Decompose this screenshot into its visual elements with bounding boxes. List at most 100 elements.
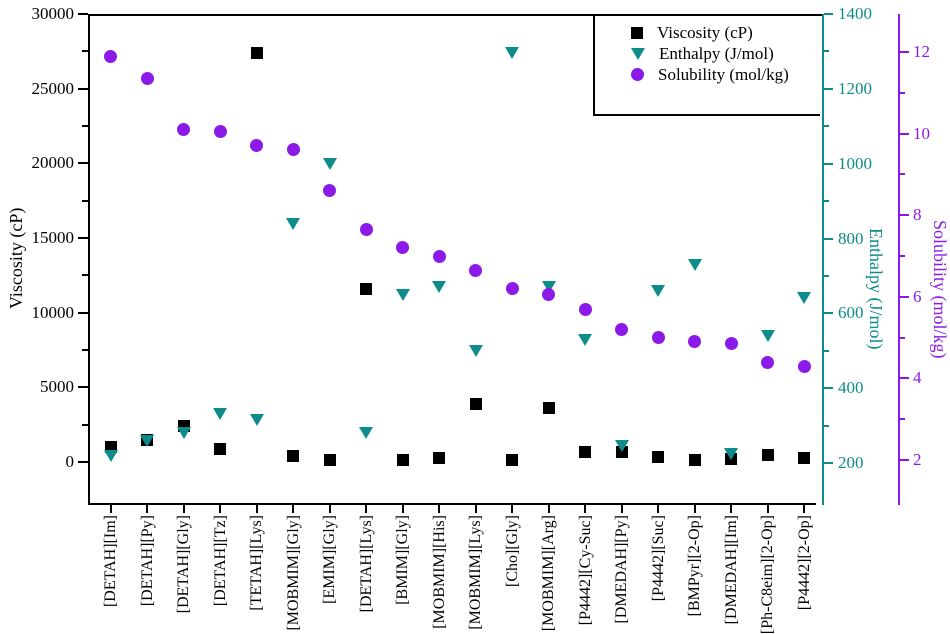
viscosity-point bbox=[798, 451, 810, 464]
x-tick bbox=[109, 505, 112, 513]
x-tick bbox=[657, 505, 659, 513]
x-tick bbox=[693, 505, 696, 513]
solubility-tick-minor bbox=[900, 336, 905, 339]
x-tick bbox=[803, 505, 805, 513]
enthalpy-tick-minor bbox=[824, 424, 829, 427]
enthalpy-tick-label: 1400 bbox=[838, 4, 872, 23]
viscosity-tick-label: 5000 bbox=[40, 377, 74, 397]
enthalpy-point bbox=[176, 427, 191, 440]
x-tick-label: [TETAH][Lys] bbox=[248, 515, 265, 611]
solubility-point bbox=[396, 241, 409, 255]
enthalpy-tick-label: 600 bbox=[838, 303, 864, 323]
plot-top-border bbox=[88, 14, 824, 16]
viscosity-point bbox=[579, 445, 591, 458]
x-tick-label: [DETAH][Gly] bbox=[175, 515, 192, 614]
solubility-point bbox=[323, 184, 336, 198]
x-tick bbox=[292, 505, 294, 513]
legend: Viscosity (cP) Enthalpy (J/mol) Solubili… bbox=[593, 16, 820, 116]
viscosity-point bbox=[214, 443, 226, 456]
viscosity-point bbox=[688, 453, 701, 466]
x-tick-label: [DETAH][Tz] bbox=[211, 515, 229, 607]
viscosity-tick-major bbox=[78, 87, 88, 90]
enthalpy-point bbox=[614, 440, 629, 453]
enthalpy-point bbox=[724, 447, 738, 460]
legend-row-viscosity: Viscosity (cP) bbox=[595, 22, 820, 43]
x-tick-label: [DETAH][Lys] bbox=[357, 515, 375, 613]
x-tick-label: [MOBMIM][Arg] bbox=[540, 515, 557, 632]
viscosity-point bbox=[287, 450, 299, 463]
viscosity-tick-label: 30000 bbox=[31, 4, 75, 23]
enthalpy-point bbox=[651, 284, 665, 297]
solubility-tick-major bbox=[900, 459, 909, 461]
solubility-tick-major bbox=[900, 377, 909, 380]
viscosity-point bbox=[250, 46, 263, 59]
enthalpy-point bbox=[213, 408, 227, 421]
x-tick bbox=[146, 505, 148, 513]
viscosity-tick-minor bbox=[82, 199, 88, 202]
solubility-tick-major bbox=[900, 295, 909, 298]
x-tick bbox=[766, 505, 769, 513]
solubility-point bbox=[177, 123, 190, 137]
x-tick-label: [DETAH][Py] bbox=[138, 515, 156, 607]
x-tick bbox=[255, 505, 258, 513]
viscosity-point bbox=[652, 450, 664, 463]
enthalpy-tick-minor bbox=[824, 50, 829, 53]
solubility-tick-label: 12 bbox=[913, 42, 930, 61]
x-tick bbox=[730, 505, 732, 513]
viscosity-tick-label: 25000 bbox=[31, 78, 75, 98]
x-tick-label: [MOBMIM][His] bbox=[430, 515, 448, 629]
enthalpy-point bbox=[103, 449, 118, 462]
solubility-tick-label: 4 bbox=[913, 368, 922, 388]
x-tick bbox=[182, 505, 185, 513]
x-tick-label: [DETAH][Im] bbox=[102, 515, 119, 608]
solubility-point bbox=[761, 355, 774, 369]
solubility-point bbox=[286, 143, 300, 157]
enthalpy-legend-label: Enthalpy (J/mol) bbox=[659, 43, 774, 63]
x-tick-label: [MOBMIM][Gly] bbox=[284, 515, 302, 631]
x-tick bbox=[219, 505, 221, 513]
solubility-point bbox=[615, 322, 628, 336]
enthalpy-point bbox=[286, 217, 300, 230]
enthalpy-tick-major bbox=[824, 237, 833, 240]
solubility-tick-minor bbox=[900, 418, 905, 421]
viscosity-point bbox=[433, 452, 445, 465]
viscosity-tick-minor bbox=[82, 125, 88, 127]
enthalpy-tick-label: 1000 bbox=[838, 153, 872, 173]
solubility-point bbox=[578, 302, 592, 316]
viscosity-point bbox=[542, 402, 555, 415]
enthalpy-point bbox=[140, 434, 154, 447]
solubility-point bbox=[104, 49, 117, 63]
viscosity-tick-minor bbox=[82, 423, 88, 426]
solubility-point bbox=[432, 249, 446, 263]
viscosity-tick-major bbox=[78, 13, 88, 15]
viscosity-tick-label: 0 bbox=[65, 452, 75, 471]
x-tick-label: [EMIM][Gly] bbox=[321, 515, 338, 604]
viscosity-tick-major bbox=[78, 461, 88, 463]
viscosity-tick-label: 10000 bbox=[31, 302, 75, 322]
x-tick bbox=[511, 505, 513, 513]
x-tick bbox=[328, 505, 331, 513]
viscosity-tick-minor bbox=[82, 349, 88, 351]
viscosity-tick-major bbox=[78, 386, 88, 389]
solubility-tick-minor bbox=[900, 91, 905, 94]
solubility-legend-label: Solubility (mol/kg) bbox=[658, 64, 789, 84]
enthalpy-tick-minor bbox=[824, 349, 829, 352]
solubility-tick-major bbox=[900, 51, 909, 53]
solubility-tick-major bbox=[900, 214, 909, 217]
solubility-point bbox=[542, 288, 555, 302]
viscosity-tick-major bbox=[78, 237, 88, 239]
enthalpy-tick-major bbox=[824, 462, 833, 464]
enthalpy-tick-major bbox=[824, 387, 833, 390]
x-tick bbox=[584, 505, 586, 513]
solubility-tick-label: 8 bbox=[913, 205, 922, 225]
y-axis-solubility-line bbox=[898, 14, 900, 505]
enthalpy-tick-major bbox=[824, 13, 833, 15]
solubility-point bbox=[140, 72, 154, 86]
enthalpy-triangle-icon bbox=[631, 47, 645, 60]
enthalpy-point bbox=[760, 329, 775, 342]
enthalpy-axis-title: Enthalpy (J/mol) bbox=[866, 228, 886, 350]
viscosity-legend-label: Viscosity (cP) bbox=[657, 22, 753, 42]
x-tick-label: [P4442][Suc] bbox=[649, 515, 667, 602]
y-axis-viscosity-line bbox=[88, 14, 90, 505]
viscosity-tick-label: 15000 bbox=[31, 228, 75, 247]
